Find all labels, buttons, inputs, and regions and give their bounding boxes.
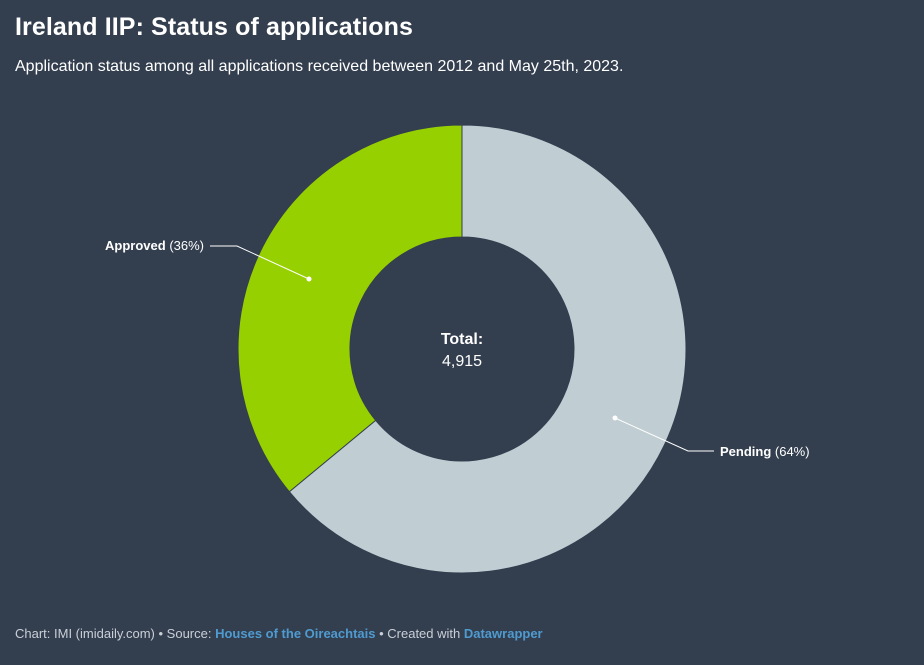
leader-line-pending	[614, 417, 714, 452]
chart-title: Ireland IIP: Status of applications	[15, 13, 414, 41]
slice-label-name-approved: Approved	[105, 238, 169, 253]
slice-label-approved: Approved (36%)	[105, 238, 204, 253]
created-with-label: Created with	[387, 626, 464, 641]
chart-credit: Chart: IMI (imidaily.com)	[15, 626, 155, 641]
slice-pending	[288, 124, 687, 574]
footer-separator: •	[154, 626, 167, 641]
datawrapper-link[interactable]: Datawrapper	[463, 626, 543, 641]
slice-label-pending: Pending (64%)	[720, 444, 810, 459]
source-link[interactable]: Houses of the Oireachtais	[215, 626, 376, 641]
slice-label-pct-approved: (36%)	[169, 238, 204, 253]
footer: Chart: IMI (imidaily.com) • Source: Hous…	[15, 626, 543, 641]
source-label: Source:	[166, 626, 216, 641]
center-total-label: Total:	[441, 331, 483, 348]
leader-dot-pending	[612, 415, 618, 421]
chart-subtitle: Application status among all application…	[15, 58, 624, 75]
leader-dot-approved	[306, 276, 312, 282]
footer-separator-2: •	[375, 626, 388, 641]
donut-chart: Approved (36%) Pending (64%) Total: 4,915	[105, 124, 810, 574]
leader-line-approved	[210, 245, 310, 280]
slice-approved	[237, 124, 463, 493]
slice-label-pct-pending: (64%)	[775, 444, 810, 459]
center-total-value: 4,915	[442, 353, 482, 370]
slice-label-name-pending: Pending	[720, 444, 775, 459]
